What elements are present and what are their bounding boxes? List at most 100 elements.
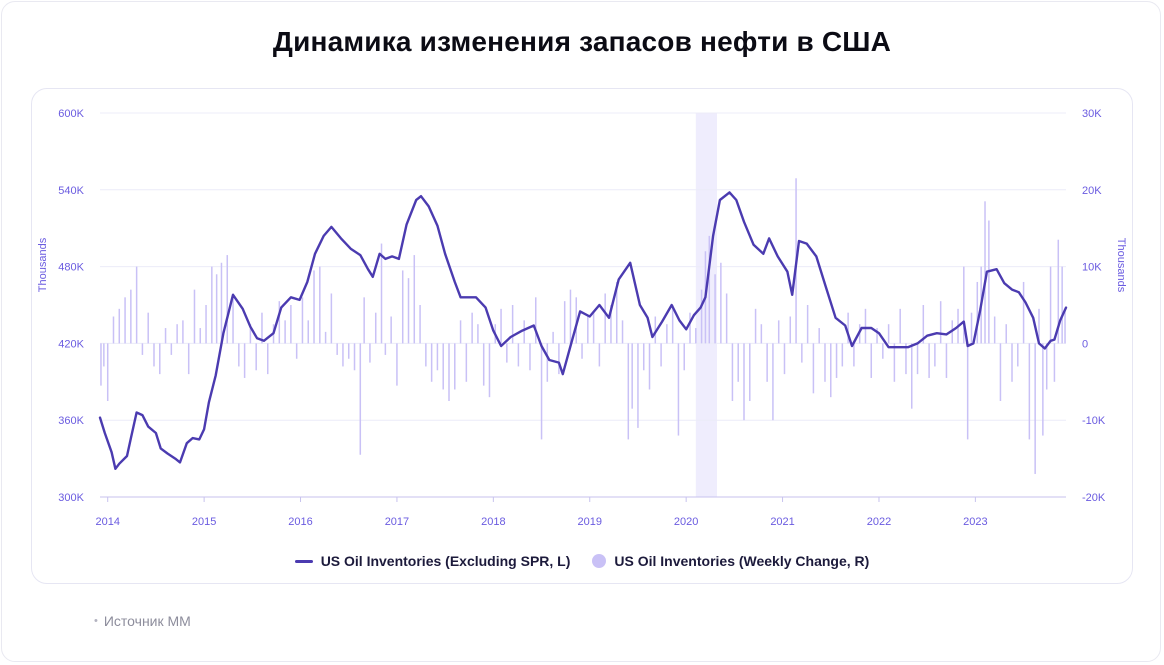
weekly-change-bar bbox=[922, 305, 925, 344]
weekly-change-bar bbox=[1045, 343, 1048, 390]
weekly-change-bar bbox=[319, 266, 321, 344]
weekly-change-bar bbox=[671, 305, 674, 344]
weekly-change-bar bbox=[841, 343, 844, 367]
weekly-change-bar bbox=[482, 343, 485, 386]
weekly-change-bar bbox=[124, 297, 126, 344]
weekly-change-bar bbox=[743, 343, 745, 421]
weekly-change-bar bbox=[1017, 343, 1019, 367]
weekly-change-bar bbox=[290, 305, 292, 344]
weekly-change-bar bbox=[876, 328, 878, 344]
weekly-change-bar bbox=[118, 308, 121, 344]
weekly-change-bar bbox=[535, 297, 537, 344]
weekly-change-bar bbox=[511, 305, 514, 344]
weekly-change-bar bbox=[500, 308, 502, 344]
weekly-change-bar bbox=[853, 343, 855, 367]
x-tick-label: 2021 bbox=[770, 516, 794, 528]
weekly-change-bar bbox=[390, 316, 392, 344]
weekly-change-bar bbox=[581, 343, 583, 359]
weekly-change-bar bbox=[284, 320, 286, 344]
weekly-change-bar bbox=[654, 316, 657, 344]
legend-label-bars: US Oil Inventories (Weekly Change, R) bbox=[614, 553, 870, 569]
y-left-tick-label: 540K bbox=[58, 185, 84, 197]
y-left-tick-label: 600K bbox=[58, 108, 84, 120]
weekly-change-bar bbox=[232, 293, 234, 344]
weekly-change-bar bbox=[1038, 308, 1040, 344]
weekly-change-bar bbox=[430, 343, 433, 382]
weekly-change-bar bbox=[660, 343, 662, 367]
weekly-change-bar bbox=[999, 343, 1002, 401]
chart-card bbox=[31, 88, 1133, 584]
weekly-change-bar bbox=[569, 289, 572, 344]
weekly-change-bar bbox=[1057, 239, 1060, 344]
weekly-change-bar bbox=[818, 328, 820, 344]
weekly-change-bar bbox=[540, 343, 543, 440]
weekly-change-bar bbox=[261, 312, 263, 344]
weekly-change-bar bbox=[380, 243, 383, 344]
weekly-change-bar bbox=[1049, 266, 1052, 344]
weekly-change-bar bbox=[164, 328, 167, 344]
weekly-change-bar bbox=[563, 301, 566, 344]
weekly-change-bar bbox=[359, 343, 362, 455]
weekly-change-bar bbox=[714, 274, 716, 344]
y-right-tick-label: 10K bbox=[1082, 262, 1102, 274]
weekly-change-bar bbox=[801, 343, 803, 363]
weekly-change-bar bbox=[401, 270, 404, 344]
weekly-change-bar bbox=[407, 278, 410, 344]
weekly-change-bar bbox=[677, 343, 680, 436]
weekly-change-bar bbox=[783, 343, 786, 375]
weekly-change-bar bbox=[413, 255, 416, 344]
inventories-line bbox=[98, 191, 1068, 470]
weekly-change-bar bbox=[199, 328, 202, 344]
weekly-change-bar bbox=[205, 305, 207, 344]
y-right-tick-label: 30K bbox=[1082, 108, 1102, 120]
weekly-change-bar bbox=[777, 320, 780, 344]
weekly-change-bar bbox=[598, 343, 601, 367]
weekly-change-bar bbox=[477, 324, 479, 344]
x-tick-label: 2022 bbox=[867, 516, 891, 528]
weekly-change-bar bbox=[631, 343, 633, 409]
y-left-tick-label: 480K bbox=[58, 262, 84, 274]
weekly-change-bar bbox=[442, 343, 444, 390]
weekly-change-bar bbox=[642, 343, 645, 371]
weekly-change-bar bbox=[215, 274, 218, 344]
weekly-change-bar bbox=[342, 343, 344, 367]
legend-item-inventories-line[interactable]: US Oil Inventories (Excluding SPR, L) bbox=[294, 553, 570, 569]
weekly-change-bar bbox=[864, 308, 867, 344]
weekly-change-bar bbox=[749, 343, 751, 401]
x-tick-label: 2020 bbox=[674, 516, 698, 528]
weekly-change-bar bbox=[324, 331, 327, 344]
x-tick-label: 2018 bbox=[481, 516, 505, 528]
legend-item-weekly-change[interactable]: US Oil Inventories (Weekly Change, R) bbox=[592, 553, 869, 569]
weekly-change-bar bbox=[153, 343, 155, 367]
weekly-change-bar bbox=[683, 343, 685, 371]
weekly-change-bar bbox=[1053, 343, 1056, 382]
weekly-change-bar bbox=[806, 305, 809, 344]
legend-bar-swatch bbox=[592, 554, 607, 568]
weekly-change-bar bbox=[100, 343, 102, 386]
weekly-change-bar bbox=[266, 343, 269, 375]
weekly-change-bar bbox=[295, 343, 298, 359]
weekly-change-bar bbox=[471, 312, 473, 344]
weekly-change-bar bbox=[976, 281, 979, 344]
weekly-change-bar bbox=[835, 343, 838, 378]
weekly-change-bar bbox=[945, 343, 948, 378]
weekly-change-bar bbox=[369, 343, 371, 363]
weekly-change-bar bbox=[347, 343, 350, 359]
weekly-change-bar bbox=[546, 343, 549, 382]
weekly-change-bar bbox=[870, 343, 873, 378]
weekly-change-bar bbox=[934, 343, 936, 367]
weekly-change-bar bbox=[436, 343, 439, 371]
weekly-change-bar bbox=[313, 270, 315, 344]
chart-legend: US Oil Inventories (Excluding SPR, L) US… bbox=[0, 553, 1164, 569]
source-note: • Источник ММ bbox=[94, 613, 191, 629]
weekly-change-bar bbox=[249, 324, 252, 344]
bullet-icon: • bbox=[94, 615, 98, 627]
weekly-change-bar bbox=[135, 266, 138, 344]
weekly-change-bar bbox=[255, 343, 257, 371]
weekly-change-bar bbox=[610, 305, 612, 344]
weekly-change-bar bbox=[330, 293, 333, 344]
weekly-change-bar bbox=[905, 343, 907, 375]
weekly-change-bar bbox=[621, 320, 624, 344]
weekly-change-bar bbox=[187, 343, 190, 375]
